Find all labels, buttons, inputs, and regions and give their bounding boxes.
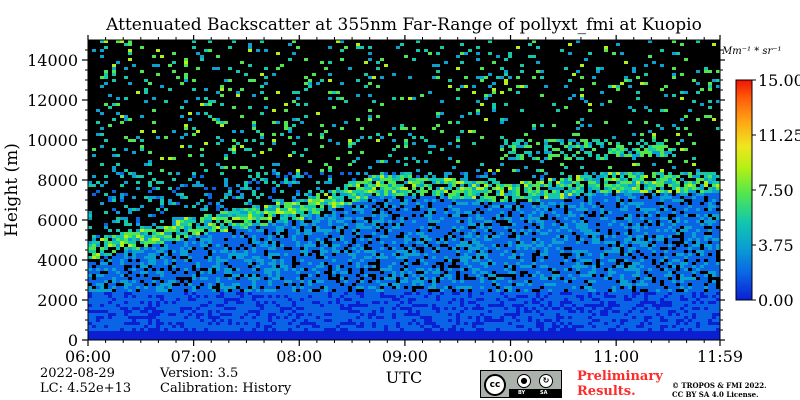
colorbar-tick-label: 7.50: [758, 181, 794, 200]
person-icon: ●: [517, 374, 531, 388]
share-alike-icon: ↻: [539, 374, 553, 388]
colorbar-tick-label: 15.00: [758, 71, 800, 90]
y-tick-label: 12000: [27, 91, 78, 110]
chart-title: Attenuated Backscatter at 355nm Far-Rang…: [106, 15, 702, 35]
x-tick-label: 08:00: [276, 347, 322, 366]
footer-calibration: Calibration: History: [160, 381, 292, 396]
y-tick-label: 8000: [37, 171, 78, 190]
footer-date: 2022-08-29: [40, 366, 115, 381]
y-axis-label: Height (m): [2, 143, 22, 237]
preliminary-line-2: Results.: [577, 384, 636, 399]
heatmap-cell-group: [88, 292, 720, 340]
footer-version: Version: 3.5: [160, 366, 239, 381]
x-axis: 06:00 07:00 08:00 09:00 10:00 11:00 11:59: [65, 35, 743, 366]
license-sa-label: SA: [540, 390, 548, 396]
x-tick-label: 06:00: [65, 347, 111, 366]
colorbar-axis: 0.00 3.75 7.50 11.25 15.00: [752, 71, 800, 310]
y-tick-label: 6000: [37, 211, 78, 230]
cc-logo-icon: cc: [484, 374, 506, 396]
copyright-notice: © TROPOS & FMI 2022. CC BY SA 4.0 Licens…: [672, 381, 767, 399]
preliminary-notice: Preliminary Results.: [577, 369, 663, 399]
heatmap-cells: [88, 40, 720, 340]
colorbar-tick-label: 0.00: [758, 291, 794, 310]
y-tick-label: 10000: [27, 131, 78, 150]
y-tick-label: 0: [68, 331, 78, 350]
footer-lc: LC: 4.52e+13: [40, 381, 132, 396]
y-axis: 0 2000 4000 6000 8000 10000 12000 14000: [27, 49, 725, 350]
license-bar: BY SA: [509, 389, 561, 397]
copyright-line-2: CC BY SA 4.0 License.: [672, 390, 759, 399]
copyright-line-1: © TROPOS & FMI 2022.: [672, 381, 767, 390]
y-tick-label: 4000: [37, 251, 78, 270]
cc-by-sa-badge: cc ● ↻ BY SA: [480, 370, 562, 398]
x-tick-label: 11:59: [697, 347, 743, 366]
colorbar: [735, 79, 753, 301]
heatmap-cell-group: [88, 172, 720, 331]
x-tick-label: 10:00: [487, 347, 533, 366]
heatmap-cell-group: [88, 40, 720, 259]
x-tick-label: 11:00: [593, 347, 639, 366]
heatmap-cell-group: [88, 40, 720, 259]
x-tick-label: 09:00: [382, 347, 428, 366]
colorbar-tick-label: 3.75: [758, 236, 794, 255]
preliminary-line-1: Preliminary: [577, 369, 663, 384]
license-by-label: BY: [518, 390, 526, 396]
colorbar-tick-label: 11.25: [758, 126, 800, 145]
x-axis-label: UTC: [385, 368, 423, 387]
colorbar-unit: Mm⁻¹ * sr⁻¹: [722, 46, 782, 57]
y-tick-label: 2000: [37, 291, 78, 310]
y-tick-label: 14000: [27, 51, 78, 70]
x-tick-label: 07:00: [171, 347, 217, 366]
